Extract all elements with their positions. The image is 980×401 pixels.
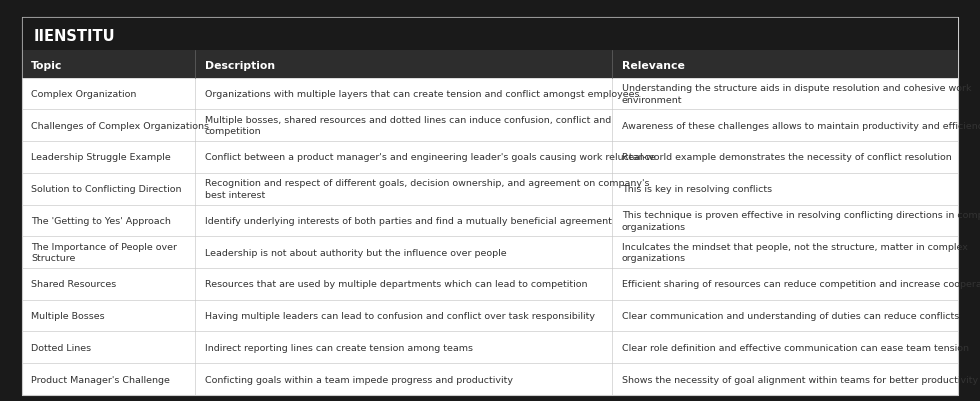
Text: Clear communication and understanding of duties can reduce conflicts: Clear communication and understanding of… <box>621 311 958 320</box>
Text: Identify underlying interests of both parties and find a mutually beneficial agr: Identify underlying interests of both pa… <box>205 217 612 225</box>
FancyBboxPatch shape <box>22 51 958 78</box>
FancyBboxPatch shape <box>22 18 958 395</box>
Text: Description: Description <box>205 61 274 71</box>
FancyBboxPatch shape <box>22 18 958 51</box>
Text: Awareness of these challenges allows to maintain productivity and efficiency: Awareness of these challenges allows to … <box>621 122 980 130</box>
Text: Indirect reporting lines can create tension among teams: Indirect reporting lines can create tens… <box>205 343 472 352</box>
Text: Solution to Conflicting Direction: Solution to Conflicting Direction <box>31 185 182 194</box>
Text: The 'Getting to Yes' Approach: The 'Getting to Yes' Approach <box>31 217 172 225</box>
Text: This is key in resolving conflicts: This is key in resolving conflicts <box>621 185 771 194</box>
Text: IIENSTITU: IIENSTITU <box>33 29 115 44</box>
Text: Leadership Struggle Example: Leadership Struggle Example <box>31 153 172 162</box>
Text: Organizations with multiple layers that can create tension and conflict amongst : Organizations with multiple layers that … <box>205 90 639 99</box>
Text: Challenges of Complex Organizations: Challenges of Complex Organizations <box>31 122 210 130</box>
Text: Conficting goals within a team impede progress and productivity: Conficting goals within a team impede pr… <box>205 375 513 384</box>
Text: Relevance: Relevance <box>621 61 684 71</box>
Text: Efficient sharing of resources can reduce competition and increase cooperation: Efficient sharing of resources can reduc… <box>621 279 980 289</box>
Text: Resources that are used by multiple departments which can lead to competition: Resources that are used by multiple depa… <box>205 279 587 289</box>
Text: Recognition and respect of different goals, decision ownership, and agreement on: Recognition and respect of different goa… <box>205 179 649 199</box>
Text: Dotted Lines: Dotted Lines <box>31 343 91 352</box>
Text: Shows the necessity of goal alignment within teams for better productivity: Shows the necessity of goal alignment wi… <box>621 375 978 384</box>
Text: The Importance of People over
Structure: The Importance of People over Structure <box>31 242 177 263</box>
Text: Real-world example demonstrates the necessity of conflict resolution: Real-world example demonstrates the nece… <box>621 153 952 162</box>
Text: Clear role definition and effective communication can ease team tension: Clear role definition and effective comm… <box>621 343 968 352</box>
Text: Having multiple leaders can lead to confusion and conflict over task responsibil: Having multiple leaders can lead to conf… <box>205 311 595 320</box>
Text: This technique is proven effective in resolving conflicting directions in comple: This technique is proven effective in re… <box>621 211 980 231</box>
Text: Understanding the structure aids in dispute resolution and cohesive work
environ: Understanding the structure aids in disp… <box>621 84 971 104</box>
Text: Leadership is not about authority but the influence over people: Leadership is not about authority but th… <box>205 248 507 257</box>
Text: Shared Resources: Shared Resources <box>31 279 117 289</box>
Text: Conflict between a product manager's and engineering leader's goals causing work: Conflict between a product manager's and… <box>205 153 656 162</box>
Text: Multiple Bosses: Multiple Bosses <box>31 311 105 320</box>
Text: Product Manager's Challenge: Product Manager's Challenge <box>31 375 171 384</box>
Text: Inculcates the mindset that people, not the structure, matter in complex
organiz: Inculcates the mindset that people, not … <box>621 242 967 263</box>
Text: Topic: Topic <box>31 61 63 71</box>
Text: Multiple bosses, shared resources and dotted lines can induce confusion, conflic: Multiple bosses, shared resources and do… <box>205 115 611 136</box>
Text: Complex Organization: Complex Organization <box>31 90 137 99</box>
